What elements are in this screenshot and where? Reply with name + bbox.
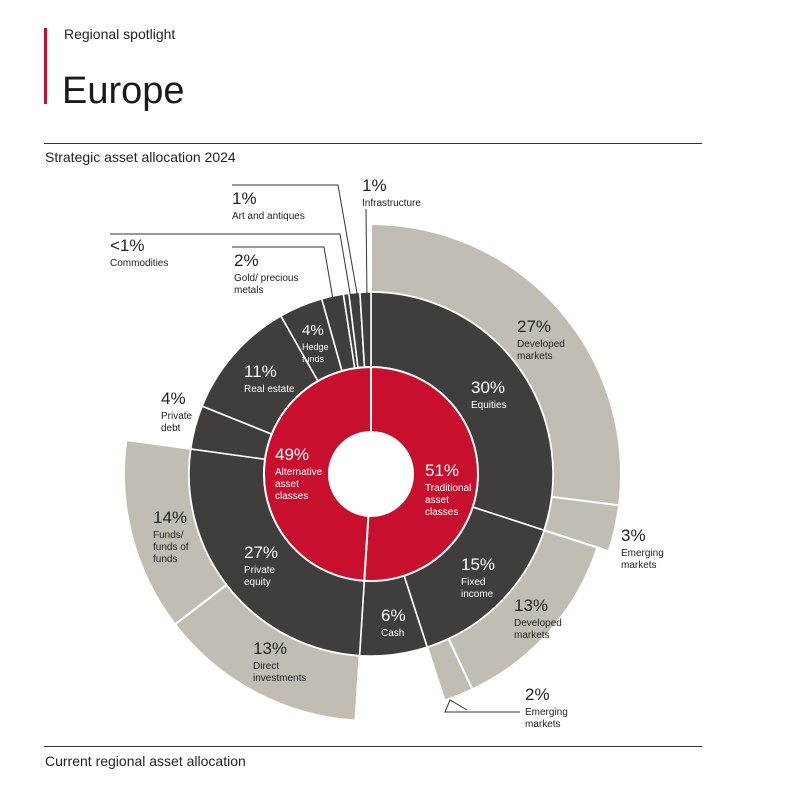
category-label-hedge-funds: Hedge [302, 342, 329, 352]
category-label-fixed-income-emerging-markets: Emerging [525, 707, 568, 718]
category-label-infrastructure: Infrastructure [362, 198, 421, 209]
category-label-gold-precious-metals: metals [234, 285, 263, 296]
category-label-fixed-income: Fixed [461, 577, 485, 588]
category-label-funds-funds-of-funds: Funds/ [153, 530, 184, 541]
category-label-private-debt: debt [161, 423, 181, 434]
leader-line-art-and-antiques [232, 184, 359, 300]
value-label-private-equity: 27% [244, 543, 278, 562]
divider-bottom [44, 746, 702, 747]
value-label-art-and-antiques: 1% [232, 189, 257, 208]
value-label-equities-emerging-markets: 3% [621, 526, 646, 545]
divider-top [44, 143, 702, 144]
value-label-hedge-funds: 4% [302, 322, 324, 339]
value-label-funds-funds-of-funds: 14% [153, 508, 187, 527]
label-infrastructure: 1% Infrastructure [362, 176, 421, 209]
value-label-traditional-asset-classes: 51% [425, 461, 459, 480]
label-commodities: <1% Commodities [110, 236, 168, 269]
category-label-direct-investments: investments [253, 673, 306, 684]
category-label-fixed-income-emerging-markets: markets [525, 719, 561, 730]
value-label-fixed-income-emerging-markets: 2% [525, 685, 550, 704]
value-label-infrastructure: 1% [362, 176, 387, 195]
category-label-alternative-asset-classes: asset [275, 479, 299, 490]
inner-segment-alternative-asset-classes [263, 365, 372, 582]
category-label-art-and-antiques: Art and antiques [232, 211, 305, 222]
category-label-traditional-asset-classes: Traditional [425, 483, 471, 494]
category-label-gold-precious-metals: Gold/ precious [234, 273, 298, 284]
value-label-fixed-income-developed-markets: 13% [514, 596, 548, 615]
value-label-real-estate: 11% [244, 362, 277, 381]
section-kicker: Regional spotlight [64, 26, 176, 42]
category-label-alternative-asset-classes: Alternative [275, 467, 323, 478]
inner-segment-traditional-asset-classes [363, 365, 479, 582]
label-equities: 30% Equities [471, 378, 507, 411]
category-label-fixed-income-developed-markets: Developed [514, 618, 562, 629]
category-label-funds-funds-of-funds: funds of [153, 542, 189, 553]
page-title: Europe [62, 70, 185, 112]
chart-subtitle: Strategic asset allocation 2024 [45, 149, 236, 165]
value-label-equities: 30% [471, 378, 505, 397]
label-real-estate: 11% Real estate [244, 362, 295, 395]
category-label-equities-emerging-markets: markets [621, 560, 657, 571]
category-label-alternative-asset-classes: classes [275, 491, 308, 502]
category-label-equities-emerging-markets: Emerging [621, 548, 664, 559]
category-label-hedge-funds: funds [302, 354, 325, 364]
category-label-direct-investments: Direct [253, 661, 279, 672]
category-label-equities-developed-markets: Developed [517, 339, 565, 350]
value-label-alternative-asset-classes: 49% [275, 445, 309, 464]
value-label-cash: 6% [381, 606, 406, 625]
accent-bar [44, 28, 47, 104]
value-label-private-debt: 4% [161, 389, 186, 408]
leader-line-gold-precious-metals [232, 246, 334, 300]
value-label-commodities: <1% [110, 236, 145, 255]
value-label-equities-developed-markets: 27% [517, 317, 551, 336]
label-hedge-funds: 4% Hedge funds [302, 322, 329, 364]
leader-line-commodities [110, 233, 352, 300]
category-label-traditional-asset-classes: asset [425, 495, 449, 506]
category-label-private-equity: equity [244, 577, 271, 588]
category-label-private-debt: Private [161, 411, 193, 422]
leader-line-infrastructure [365, 208, 368, 300]
label-art-and-antiques: 1% Art and antiques [232, 189, 305, 222]
category-label-fixed-income: income [461, 589, 494, 600]
value-label-gold-precious-metals: 2% [234, 251, 259, 270]
section-subtitle-next: Current regional asset allocation [45, 753, 246, 769]
category-label-equities-developed-markets: markets [517, 351, 553, 362]
category-label-fixed-income-developed-markets: markets [514, 630, 550, 641]
category-label-real-estate: Real estate [244, 384, 295, 395]
category-label-equities: Equities [471, 400, 507, 411]
category-label-cash: Cash [381, 628, 404, 639]
leader-line-fixed-income-emerging [444, 699, 520, 713]
value-label-fixed-income: 15% [461, 555, 495, 574]
category-label-private-equity: Private [244, 565, 276, 576]
value-label-direct-investments: 13% [253, 639, 287, 658]
category-label-commodities: Commodities [110, 258, 168, 269]
category-label-funds-funds-of-funds: funds [153, 554, 177, 565]
label-cash: 6% Cash [381, 606, 406, 639]
category-label-traditional-asset-classes: classes [425, 507, 458, 518]
